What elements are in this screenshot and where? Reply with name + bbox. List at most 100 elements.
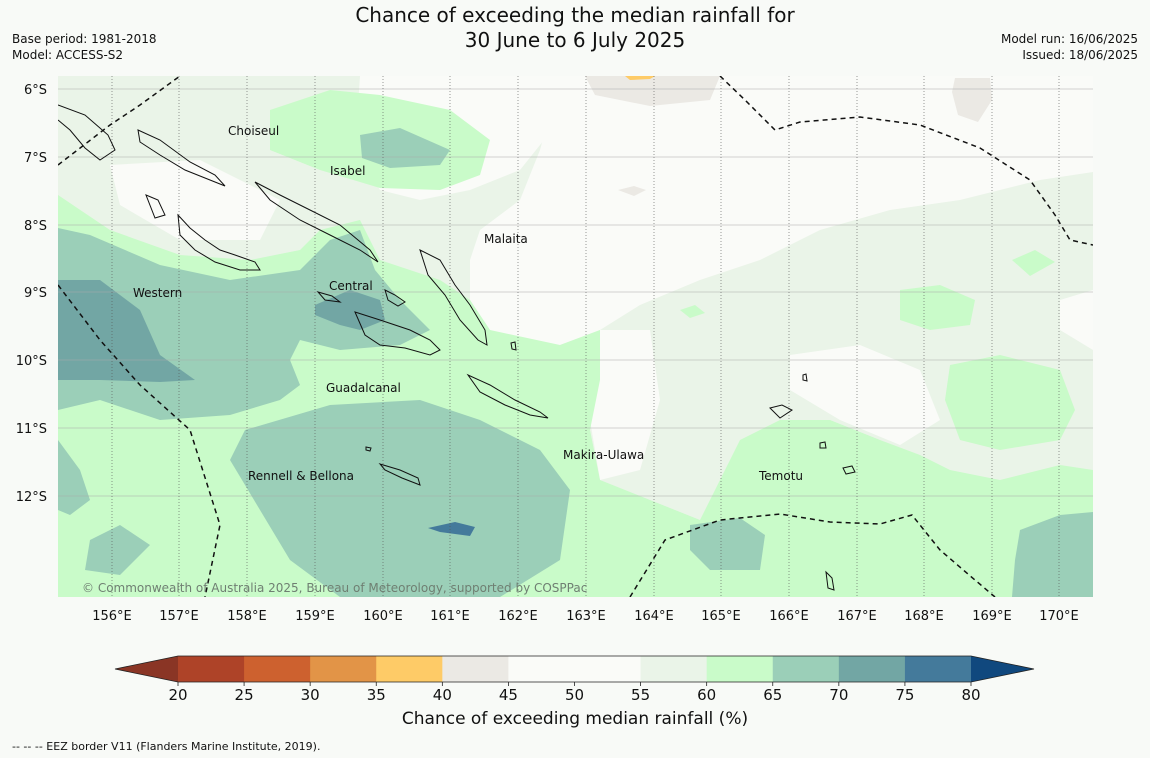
lon-label: 164°E — [634, 609, 674, 624]
bellona-island — [365, 446, 372, 452]
header-right: Model run: 16/06/2025 Issued: 18/06/2025 — [1001, 31, 1138, 63]
savo-island — [384, 289, 406, 307]
lon-label: 168°E — [904, 609, 944, 624]
contour-45-55-west — [110, 160, 280, 240]
colorbar-segment — [838, 656, 906, 682]
eez-border — [58, 76, 1093, 597]
rennell-island — [378, 463, 421, 486]
colorbar-segment — [376, 656, 443, 682]
torres-islands — [825, 570, 835, 591]
colorbar-segment — [772, 656, 840, 682]
colorbar-segment — [640, 656, 708, 682]
nggela-island — [316, 291, 342, 303]
colorbar-tick-label: 40 — [433, 686, 452, 704]
map-area — [58, 76, 1093, 597]
lon-label: 163°E — [566, 609, 606, 624]
colorbar-tick-label: 20 — [168, 686, 187, 704]
contour-65-70-patch — [85, 525, 150, 575]
label-rennell-bellona: Rennell & Bellona — [248, 469, 354, 483]
contour-60-65-small — [1012, 250, 1055, 276]
contour-45-55-makira — [590, 330, 660, 480]
colorbar-segment — [706, 656, 774, 682]
colorbar-tick-label: 80 — [961, 686, 980, 704]
lon-label: 157°E — [159, 609, 199, 624]
contour-45-55-far-east — [1060, 290, 1093, 350]
coastlines — [58, 104, 856, 591]
eez-legend-text: -- -- -- EEZ border V11 (Flanders Marine… — [12, 740, 321, 753]
ulawa-island — [510, 341, 517, 351]
title-line-2: 30 June to 6 July 2025 — [464, 28, 686, 52]
issued-date: Issued: 18/06/2025 — [1022, 48, 1138, 62]
colorbar-tick-label: 35 — [367, 686, 386, 704]
base-period: Base period: 1981-2018 — [12, 32, 157, 46]
colorbar-tick-label: 75 — [895, 686, 914, 704]
lon-labels: 156°E 157°E 158°E 159°E 160°E 161°E 162°… — [92, 609, 1079, 624]
colorbar-over-arrow — [971, 656, 1034, 682]
contour-60-65-east — [945, 355, 1075, 450]
colorbar-tick-label: 30 — [301, 686, 320, 704]
label-temotu: Temotu — [758, 469, 803, 483]
contour-45-55-temotu — [790, 345, 940, 445]
colorbar-segment — [574, 656, 642, 682]
label-makira-ulawa: Makira-Ulawa — [563, 448, 644, 462]
contour-65-70-isabel — [360, 128, 450, 168]
colorbar-segment — [904, 656, 972, 682]
label-malaita: Malaita — [484, 232, 528, 246]
colorbar-segment — [442, 656, 509, 682]
vanikoro-island — [819, 441, 827, 449]
colorbar-segment — [244, 656, 311, 682]
lat-label: 10°S — [16, 354, 47, 369]
choiseul-island — [137, 129, 226, 187]
region-labels: Choiseul Isabel Malaita Western Central … — [133, 124, 803, 483]
contour-40-45-north — [585, 76, 720, 106]
isabel-island — [254, 181, 379, 263]
contour-40-45-small — [618, 186, 646, 196]
copyright-text: © Commonwealth of Australia 2025, Bureau… — [82, 581, 587, 595]
colorbar-tick-label: 50 — [565, 686, 584, 704]
colorbar-tick-label: 65 — [763, 686, 782, 704]
colorbar-segment — [178, 656, 245, 682]
lon-label: 169°E — [972, 609, 1012, 624]
contour-70-75-central — [315, 290, 385, 330]
new-georgia-island — [177, 213, 261, 271]
lon-label: 162°E — [498, 609, 538, 624]
lat-label: 6°S — [24, 83, 47, 98]
guadalcanal-island — [354, 311, 441, 356]
lon-label: 156°E — [92, 609, 132, 624]
lon-label: 166°E — [769, 609, 809, 624]
colorbar-tick-label: 60 — [697, 686, 716, 704]
lon-label: 159°E — [295, 609, 335, 624]
colorbar-under-arrow — [115, 656, 178, 682]
label-isabel: Isabel — [330, 164, 365, 178]
colorbar-tick-label: 25 — [235, 686, 254, 704]
contour-70-75-west — [58, 280, 195, 382]
contour-75-80-patch — [428, 522, 475, 536]
header-left: Base period: 1981-2018 Model: ACCESS-S2 — [12, 31, 157, 63]
label-choiseul: Choiseul — [228, 124, 279, 138]
contour-65-70-southeast — [690, 518, 765, 570]
colorbar-segment — [310, 656, 377, 682]
colorbar-label: Chance of exceeding median rainfall (%) — [401, 709, 749, 729]
colorbar-segment — [508, 656, 575, 682]
lon-label: 165°E — [701, 609, 741, 624]
map-title: Chance of exceeding the median rainfall … — [0, 3, 1150, 53]
duff-islands — [802, 373, 808, 382]
colorbar-tick-label: 55 — [631, 686, 650, 704]
label-western: Western — [133, 286, 182, 300]
lat-label: 11°S — [16, 422, 47, 437]
lat-label: 8°S — [24, 219, 47, 234]
contour-65-70-far-southeast — [1012, 512, 1093, 597]
lat-labels: 6°S 7°S 8°S 9°S 10°S 11°S 12°S — [16, 83, 47, 505]
malaita-island — [419, 249, 488, 346]
model-run: Model run: 16/06/2025 — [1000, 32, 1138, 46]
lon-label: 170°E — [1039, 609, 1079, 624]
contour-35-40-patch — [625, 76, 655, 80]
colorbar-tick-label: 45 — [499, 686, 518, 704]
colorbar: 20 25 30 35 40 45 50 55 60 65 70 75 80 — [114, 655, 1035, 704]
contour-60-65-patch — [900, 285, 975, 330]
lon-label: 167°E — [837, 609, 877, 624]
lon-label: 160°E — [363, 609, 403, 624]
lat-label: 7°S — [24, 151, 47, 166]
bougainville-coast — [58, 104, 116, 161]
